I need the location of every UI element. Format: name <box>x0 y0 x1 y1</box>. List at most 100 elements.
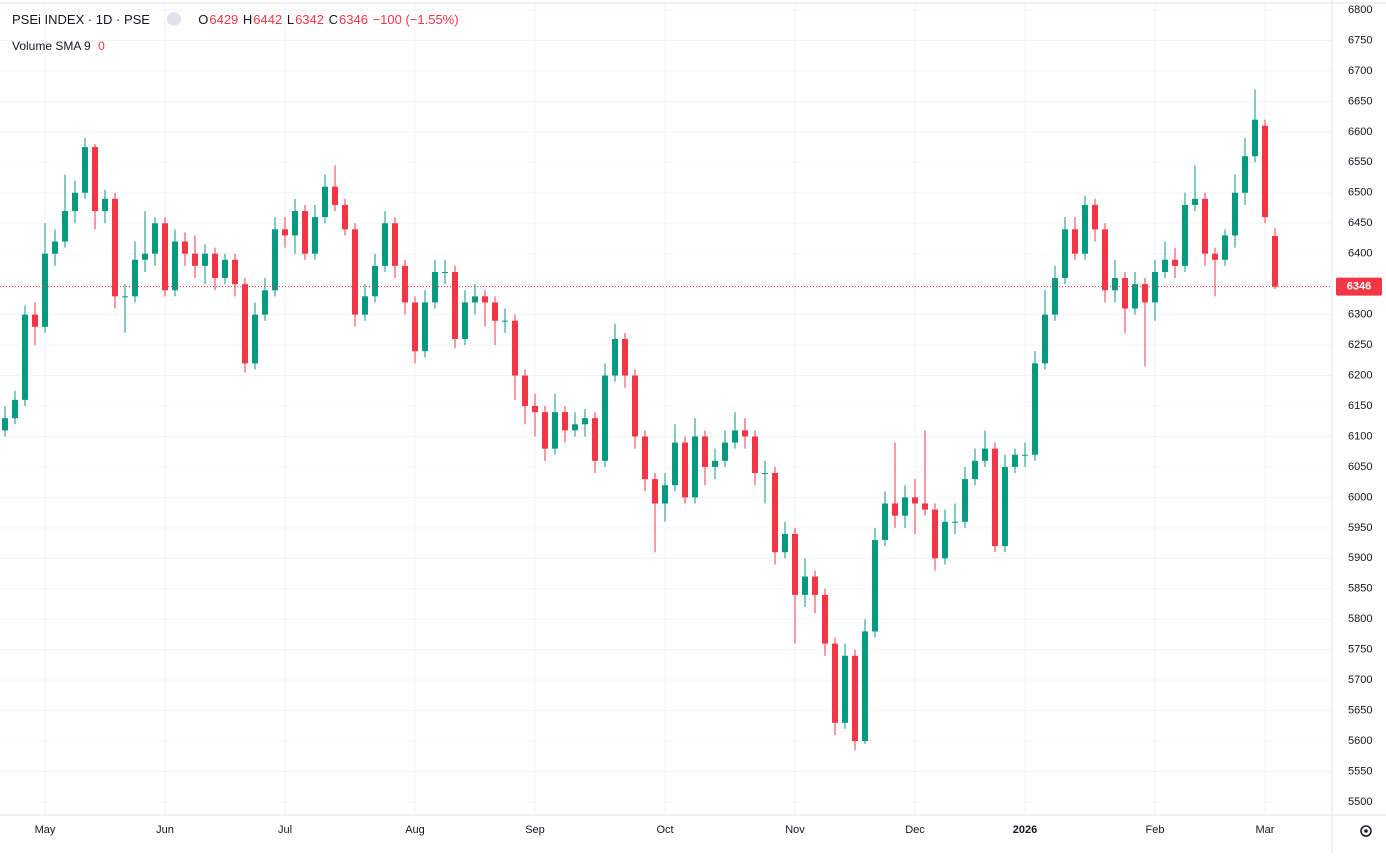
y-tick-label: 6600 <box>1348 126 1372 138</box>
candle-body <box>1192 198 1198 205</box>
candle-body <box>682 442 688 498</box>
candle-body <box>752 436 758 474</box>
y-tick-label: 5600 <box>1348 735 1372 747</box>
candle-body <box>802 576 808 595</box>
candle-body <box>1092 204 1098 230</box>
candle-body <box>382 223 388 266</box>
x-tick-label: Aug <box>405 824 425 836</box>
y-tick-label: 6800 <box>1348 4 1372 16</box>
candle-body <box>1262 125 1268 218</box>
candle-body <box>902 497 908 516</box>
candle-body <box>992 448 998 547</box>
y-tick-label: 6100 <box>1348 430 1372 442</box>
candle-body <box>402 265 408 303</box>
candle-body <box>142 253 148 260</box>
candle-body <box>232 259 238 285</box>
x-tick-label: Jul <box>278 824 292 836</box>
candle-body <box>1232 192 1238 236</box>
candle-body <box>1182 204 1188 266</box>
settings-icon[interactable] <box>1360 825 1372 837</box>
candle-body <box>332 186 338 205</box>
last-price-tag <box>1336 277 1382 296</box>
candle-body <box>912 497 918 504</box>
candle-body <box>702 436 708 467</box>
candle-body <box>892 503 898 516</box>
candle-body <box>162 223 168 291</box>
indicator-name[interactable]: Volume SMA 9 <box>12 39 91 53</box>
candle-body <box>662 485 668 504</box>
candle-body <box>202 253 208 266</box>
candle-body <box>582 418 588 425</box>
candle-body <box>642 436 648 480</box>
candle-body <box>632 375 638 437</box>
ohlc-label: H <box>242 12 253 27</box>
candle-body <box>742 430 748 437</box>
candle-body <box>872 540 878 632</box>
candle-body <box>1172 259 1178 266</box>
candle-body <box>712 460 718 467</box>
y-tick-label: 5550 <box>1348 765 1372 777</box>
candle-body <box>72 192 78 212</box>
candle-body <box>442 271 448 273</box>
candle-body <box>452 271 458 339</box>
x-tick-label: Jun <box>156 824 174 836</box>
candle-body <box>512 320 518 376</box>
candle-body <box>112 198 118 297</box>
y-tick-label: 5850 <box>1348 583 1372 595</box>
y-tick-label: 6150 <box>1348 400 1372 412</box>
y-tick-label: 5500 <box>1348 796 1372 808</box>
candle-body <box>282 229 288 236</box>
candle-body <box>542 412 548 449</box>
candle-body <box>652 479 658 504</box>
candle-body <box>2 418 8 431</box>
candle-body <box>1052 278 1058 315</box>
status-dot[interactable] <box>166 12 181 26</box>
symbol-title[interactable]: PSEi INDEX · 1D · PSE <box>12 12 150 27</box>
candle-body <box>312 217 318 254</box>
candle-body <box>1082 204 1088 254</box>
candle-body <box>692 436 698 498</box>
candle-body <box>772 473 778 553</box>
candle-body <box>462 302 468 339</box>
candle-body <box>782 533 788 553</box>
candle-body <box>572 424 578 431</box>
candle-body <box>1252 119 1258 157</box>
candle-body <box>792 533 798 595</box>
candle-body <box>832 643 838 723</box>
gear-center[interactable] <box>1364 829 1368 833</box>
candle-body <box>132 259 138 297</box>
header: PSEi INDEX · 1D · PSE O6429 H6442 L6342 … <box>12 12 460 27</box>
candle-body <box>422 302 428 352</box>
candle-body <box>822 594 828 644</box>
candle-body <box>502 320 508 322</box>
y-tick-label: 5950 <box>1348 522 1372 534</box>
candle-body <box>272 229 278 291</box>
candle-body <box>1222 235 1228 260</box>
x-tick-label: Sep <box>525 824 545 836</box>
y-tick-label: 6500 <box>1348 187 1372 199</box>
y-tick-label: 6450 <box>1348 217 1372 229</box>
ohlc-label: L <box>286 12 295 27</box>
candle-body <box>152 223 158 254</box>
candle-body <box>1042 314 1048 364</box>
candle-body <box>1122 278 1128 309</box>
x-tick-label: Dec <box>905 824 925 836</box>
candle-body <box>82 147 88 193</box>
candle-body <box>1272 236 1278 287</box>
y-tick-label: 6200 <box>1348 369 1372 381</box>
candle-body <box>812 576 818 595</box>
candle-body <box>252 314 258 364</box>
candle-body <box>972 460 978 480</box>
candle-body <box>1242 156 1248 193</box>
candle-body <box>102 198 108 212</box>
candle-body <box>1002 466 1008 547</box>
gear[interactable] <box>1360 825 1372 837</box>
candle-body <box>1022 454 1028 456</box>
candle-body <box>1032 363 1038 455</box>
candle-body <box>492 302 498 321</box>
x-tick-label: 2026 <box>1013 824 1037 836</box>
indicator-legend: Volume SMA 9 0 <box>12 39 105 53</box>
candle-body <box>1212 253 1218 260</box>
ohlc-value: 6342 <box>295 12 324 27</box>
